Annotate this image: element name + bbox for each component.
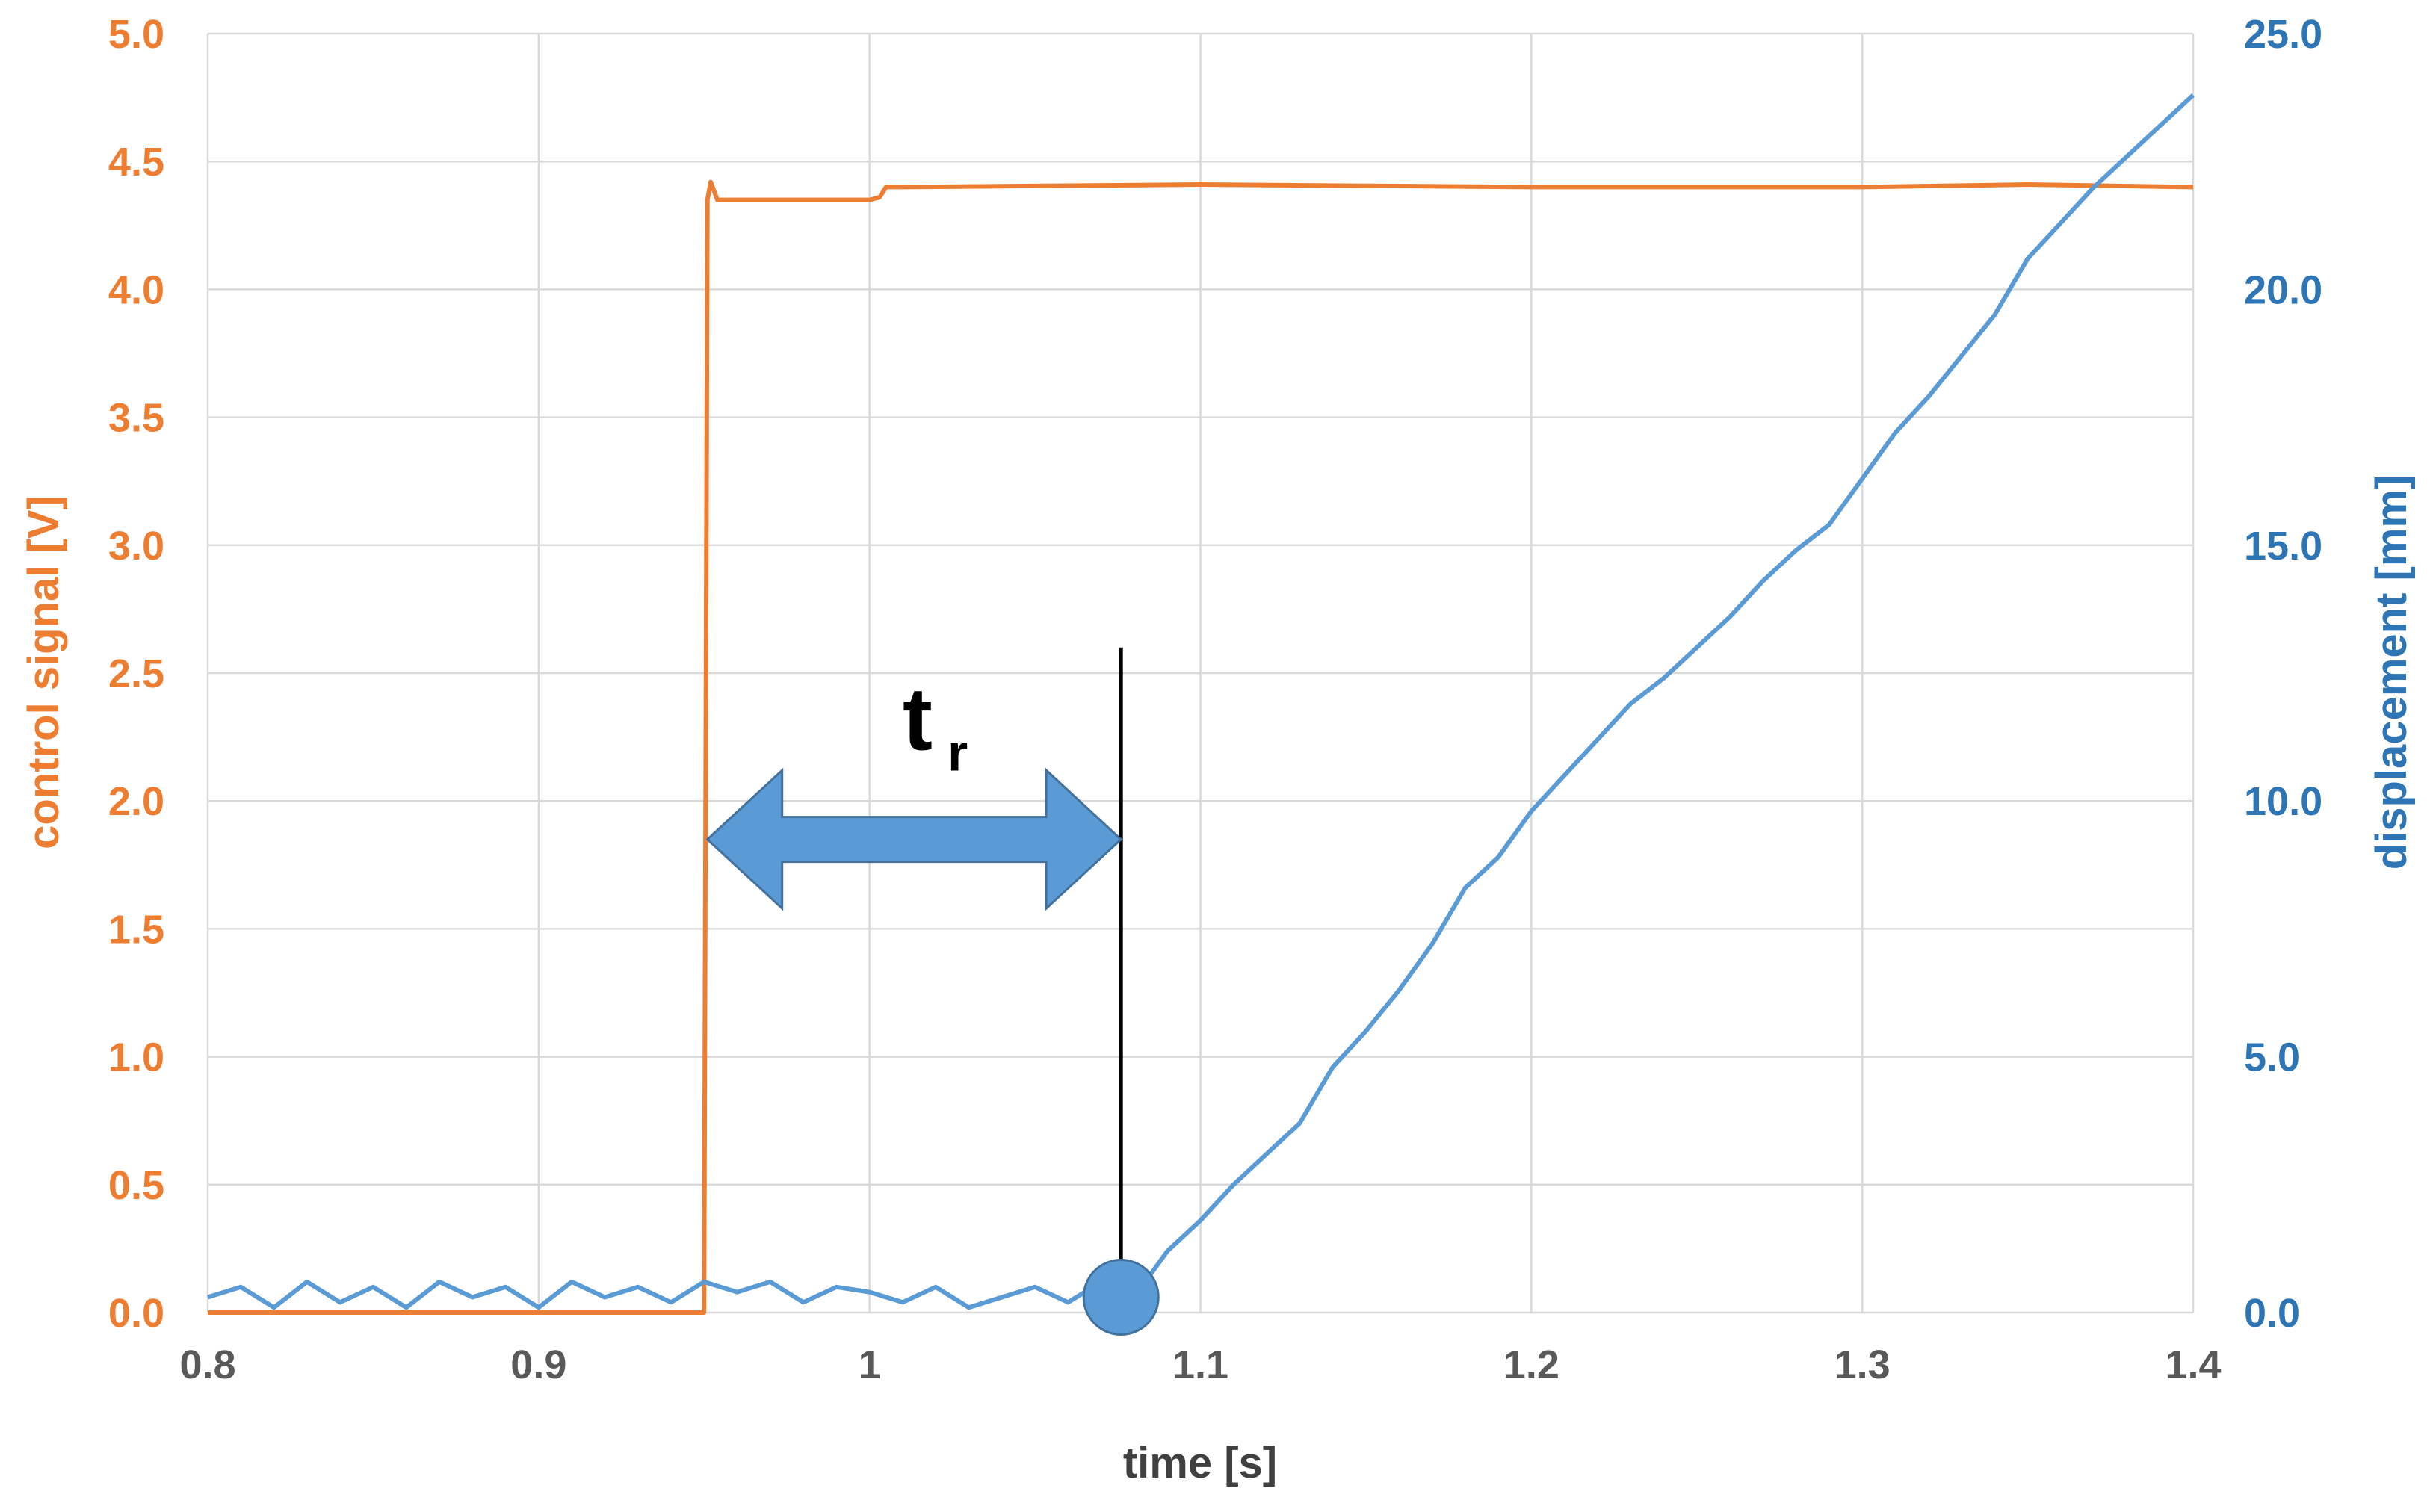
x-tick-label: 0.9: [510, 1342, 566, 1387]
x-tick-label: 1.3: [1834, 1342, 1891, 1387]
double-arrow-icon: [705, 767, 1123, 911]
y-left-tick-label: 0.0: [108, 1291, 164, 1336]
tick-labels: 0.8 0.9 1 1.1 1.2 1.3 1.4 0.0 0.5 1.0 1.5 2.0 2.5 3.0…: [108, 12, 2322, 1387]
x-tick-label: 0.8: [179, 1342, 235, 1387]
x-axis-title: time [s]: [1123, 1439, 1277, 1487]
y-left-tick-label: 4.0: [108, 267, 164, 312]
control-signal-line: [208, 179, 2194, 1315]
response-time-label-subscript: r: [947, 724, 968, 782]
x-tick-label: 1.1: [1172, 1342, 1228, 1387]
y-left-tick-label: 3.0: [108, 524, 164, 568]
y-left-tick-label: 5.0: [108, 12, 164, 57]
y-right-tick-label: 20.0: [2244, 267, 2322, 312]
y-right-tick-label: 10.0: [2244, 779, 2322, 824]
y-left-tick-label: 3.5: [108, 396, 164, 441]
y-left-tick-label: 4.5: [108, 140, 164, 185]
response-time-label: t: [903, 669, 933, 769]
y-left-tick-label: 2.0: [108, 779, 164, 824]
y-left-tick-label: 2.5: [108, 651, 164, 696]
y-right-tick-label: 25.0: [2244, 12, 2322, 57]
gridlines: [206, 32, 2195, 1314]
x-tick-label: 1: [859, 1342, 881, 1387]
y-left-tick-label: 1.5: [108, 907, 164, 952]
y-right-axis-title: displacement [mm]: [2367, 475, 2416, 870]
displacement-line: [207, 93, 2195, 1310]
x-tick-label: 1.4: [2165, 1342, 2221, 1387]
series-lines: [207, 93, 2195, 1315]
x-tick-label: 1.2: [1503, 1342, 1559, 1387]
y-left-tick-label: 1.0: [108, 1035, 164, 1080]
y-left-axis-title: control signal [V]: [19, 495, 68, 849]
y-right-tick-label: 5.0: [2244, 1035, 2300, 1080]
y-right-tick-label: 0.0: [2244, 1291, 2300, 1336]
y-left-tick-label: 0.5: [108, 1163, 164, 1208]
y-right-tick-label: 15.0: [2244, 524, 2322, 568]
response-start-marker: [1082, 1258, 1160, 1336]
